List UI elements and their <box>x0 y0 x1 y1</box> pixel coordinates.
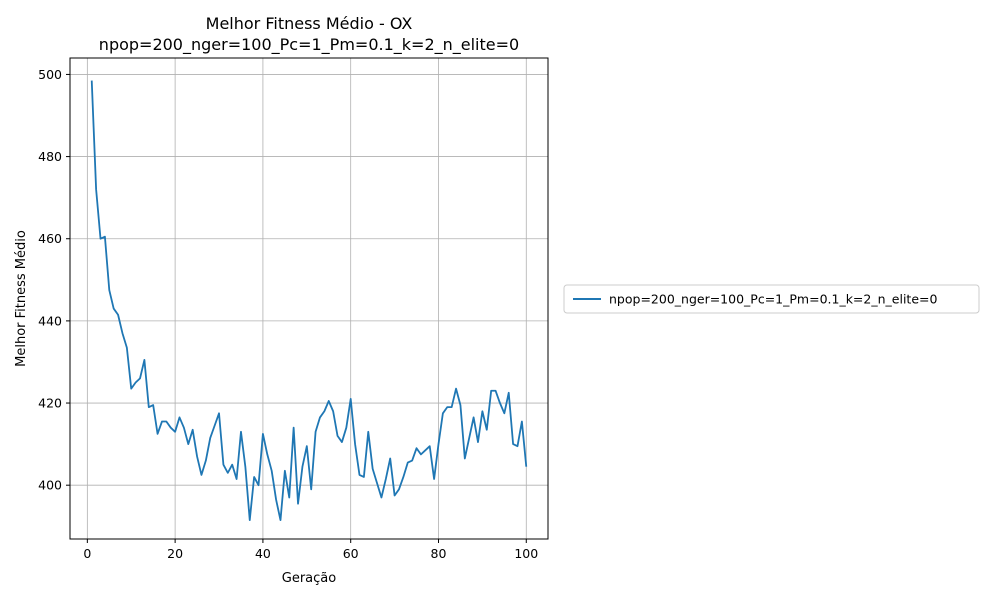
y-tick-label: 460 <box>38 231 62 246</box>
axis-ticks: 0 20 40 60 80 100 400 420 440 460 480 500 <box>38 67 538 561</box>
y-axis-label: Melhor Fitness Médio <box>14 230 29 367</box>
chart-title: Melhor Fitness Médio - OX <box>206 14 413 33</box>
legend-label: npop=200_nger=100_Pc=1_Pm=0.1_k=2_n_elit… <box>609 292 937 307</box>
y-tick-label: 440 <box>38 313 62 328</box>
y-tick-label: 480 <box>38 149 62 164</box>
x-tick-label: 100 <box>514 546 538 561</box>
x-tick-label: 60 <box>343 546 359 561</box>
x-tick-label: 80 <box>431 546 447 561</box>
x-tick-label: 20 <box>167 546 183 561</box>
y-tick-label: 400 <box>38 478 62 493</box>
legend-frame <box>563 284 980 314</box>
series-line <box>90 80 528 522</box>
series-line-layer <box>90 80 528 522</box>
grid <box>70 58 548 539</box>
legend: npop=200_nger=100_Pc=1_Pm=0.1_k=2_n_elit… <box>563 284 980 314</box>
x-axis-label: Geração <box>282 571 336 586</box>
x-tick-label: 40 <box>255 546 271 561</box>
x-tick-label: 0 <box>83 546 91 561</box>
y-tick-label: 500 <box>38 67 62 82</box>
plot-area-frame <box>69 57 549 540</box>
chart-subtitle: npop=200_nger=100_Pc=1_Pm=0.1_k=2_n_elit… <box>99 35 519 55</box>
y-tick-label: 420 <box>38 396 62 411</box>
